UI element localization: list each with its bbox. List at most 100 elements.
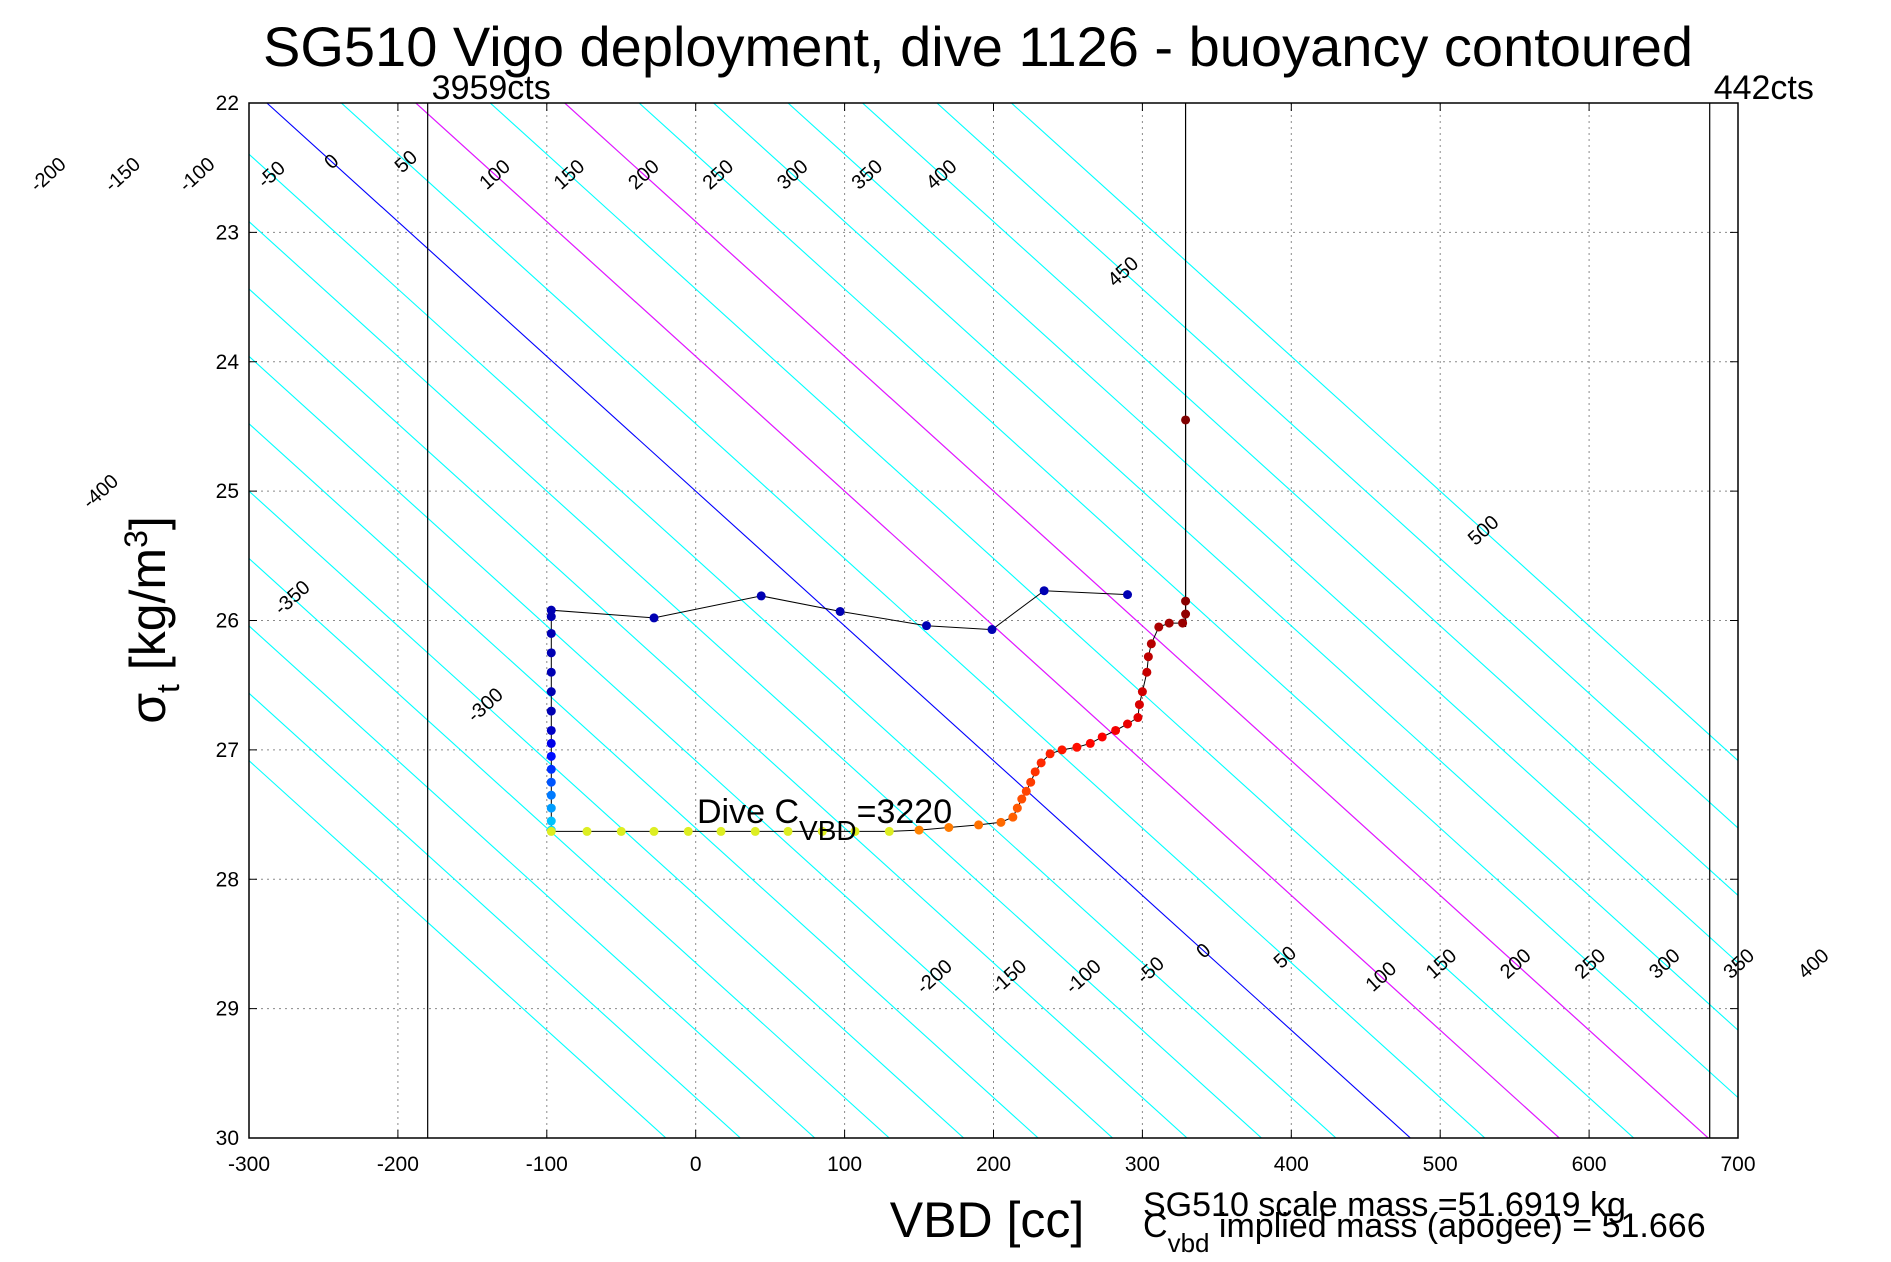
fit-contour-line bbox=[564, 103, 1709, 1138]
climb-track-point bbox=[974, 820, 984, 830]
climb-track-point bbox=[1021, 786, 1031, 796]
climb-track-point bbox=[996, 817, 1006, 827]
dive-track-point bbox=[546, 667, 556, 677]
y-tick-label: 24 bbox=[216, 351, 240, 374]
implied-mass-prefix: C bbox=[1143, 1207, 1168, 1245]
count-marker-label: 3959cts bbox=[432, 69, 551, 107]
x-tick-label: 400 bbox=[1274, 1153, 1309, 1176]
climb-track-point bbox=[1036, 758, 1046, 768]
implied-mass-subscript: vbd bbox=[1168, 1228, 1210, 1258]
buoyancy-contour-line bbox=[1010, 103, 1738, 762]
climb-track-point bbox=[1154, 622, 1164, 632]
buoyancy-contour-line bbox=[249, 153, 1337, 1138]
climb-track-point bbox=[944, 823, 954, 832]
dive-track-point bbox=[546, 628, 556, 638]
x-tick-label: 200 bbox=[976, 1153, 1011, 1176]
chart-title: SG510 Vigo deployment, dive 1126 - buoya… bbox=[263, 15, 1693, 78]
y-tick-label: 29 bbox=[216, 998, 239, 1021]
buoyancy-contour-line bbox=[340, 103, 1486, 1138]
x-tick-label: 0 bbox=[690, 1153, 702, 1176]
implied-mass-value: implied mass (apogee) = 51.666 bbox=[1209, 1207, 1705, 1245]
climb-track-point bbox=[1146, 639, 1156, 649]
climb-track-point bbox=[546, 826, 556, 836]
dive-cvbd-value: =3220 bbox=[857, 793, 953, 831]
y-tick-label: 27 bbox=[216, 739, 239, 762]
climb-track-point bbox=[1057, 745, 1067, 755]
climb-track-point bbox=[1133, 713, 1143, 723]
buoyancy-contour-line bbox=[936, 103, 1738, 829]
x-tick-label: 100 bbox=[827, 1153, 862, 1176]
y-axis-subscript: t bbox=[150, 684, 186, 693]
dive-track-point bbox=[1123, 590, 1133, 600]
y-tick-label: 28 bbox=[216, 868, 239, 891]
x-tick-label: 300 bbox=[1125, 1153, 1160, 1176]
buoyancy-contour-line bbox=[787, 103, 1738, 964]
climb-track-point bbox=[1123, 719, 1133, 729]
climb-track-point bbox=[582, 826, 592, 836]
y-tick-label: 22 bbox=[216, 92, 239, 115]
climb-track-point bbox=[1097, 732, 1107, 742]
climb-track-point bbox=[884, 826, 894, 836]
axis-ticks: -300 -200 -100 0 100 200 300 400 500 600 700 22 23 24… bbox=[216, 92, 1756, 1176]
dive-cvbd-annotation: Dive CVBD=3220 bbox=[697, 793, 952, 846]
y-axis-unit-close: ] bbox=[120, 516, 176, 530]
buoyancy-contours bbox=[249, 103, 1738, 1138]
climb-track-point bbox=[1030, 767, 1040, 777]
y-tick-label: 23 bbox=[216, 221, 239, 244]
climb-track-point bbox=[683, 826, 693, 836]
climb-track-point bbox=[1137, 687, 1147, 697]
buoyancy-contour-line bbox=[713, 103, 1738, 1031]
climb-track-point bbox=[1026, 777, 1036, 787]
x-tick-label: 600 bbox=[1572, 1153, 1607, 1176]
climb-track-point bbox=[649, 826, 659, 836]
dive-track-point bbox=[546, 687, 556, 697]
climb-track-point bbox=[750, 826, 760, 836]
y-axis-title: σt [kg/m3] bbox=[118, 516, 186, 724]
x-tick-label: 500 bbox=[1423, 1153, 1458, 1176]
climb-track-point bbox=[1008, 812, 1018, 822]
climb-track-point bbox=[850, 826, 860, 836]
climb-track-point bbox=[1181, 415, 1191, 425]
dive-track-point bbox=[546, 816, 556, 826]
dive-track-point bbox=[546, 751, 556, 761]
climb-track-point bbox=[1111, 725, 1121, 735]
climb-track-point bbox=[1017, 794, 1027, 804]
buoyancy-contour-line bbox=[249, 490, 965, 1138]
dive-track-point bbox=[546, 777, 556, 787]
climb-track-point bbox=[1178, 618, 1188, 628]
climb-track-point bbox=[1143, 652, 1153, 662]
dive-track-point bbox=[546, 803, 556, 813]
dive-track-point bbox=[546, 612, 556, 622]
dive-track-point bbox=[546, 706, 556, 716]
climb-track-point bbox=[616, 826, 626, 836]
dive-track-point bbox=[546, 738, 556, 748]
dive-track-point bbox=[649, 613, 659, 623]
x-axis-title: VBD [cc] bbox=[890, 1192, 1084, 1248]
zero-buoyancy-line bbox=[266, 103, 1411, 1138]
implied-mass-annotation: Cvbd implied mass (apogee) = 51.666 bbox=[1143, 1207, 1706, 1258]
count-marker-label: 442cts bbox=[1714, 69, 1814, 107]
climb-track-point bbox=[1164, 618, 1174, 628]
dive-tracks bbox=[546, 415, 1191, 836]
dive-track-point bbox=[987, 625, 997, 635]
buoyancy-contour-line bbox=[249, 288, 1188, 1138]
dive-track-point bbox=[546, 605, 556, 615]
dive-track-point bbox=[921, 621, 931, 631]
buoyancy-contour-line bbox=[489, 103, 1635, 1138]
dive-cvbd-subscript: VBD bbox=[799, 815, 857, 846]
buoyancy-contour-line bbox=[862, 103, 1738, 897]
dive-track-point bbox=[546, 764, 556, 774]
dive-track-point bbox=[756, 591, 766, 601]
climb-track-point bbox=[716, 826, 726, 836]
buoyancy-contour-line bbox=[638, 103, 1738, 1099]
climb-track-point bbox=[1045, 749, 1055, 759]
climb-track-point bbox=[1142, 667, 1152, 677]
x-tick-label: -100 bbox=[526, 1153, 568, 1176]
y-tick-label: 26 bbox=[216, 610, 239, 633]
scale-mass-annotation: SG510 scale mass =51.6919 kg bbox=[1143, 1186, 1626, 1224]
buoyancy-contour-line bbox=[249, 759, 667, 1138]
climb-track-point bbox=[1181, 609, 1191, 619]
y-tick-label: 30 bbox=[216, 1127, 239, 1150]
buoyancy-contour-line bbox=[249, 423, 1039, 1138]
buoyancy-contour-line bbox=[249, 557, 890, 1138]
